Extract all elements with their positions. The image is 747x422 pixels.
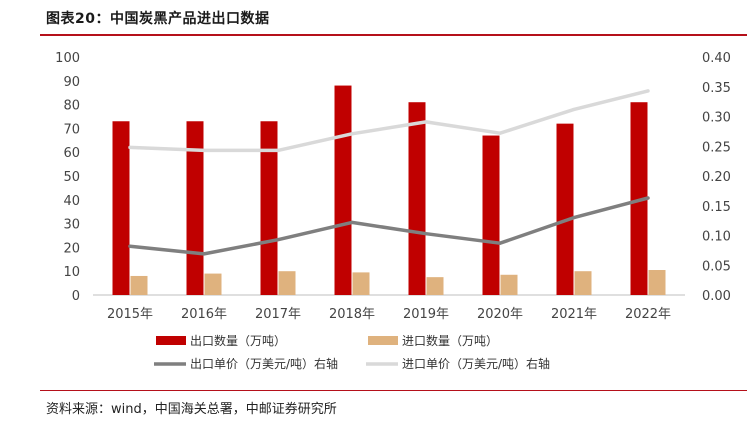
- point-import-unit-price: [202, 148, 206, 152]
- y-left-tick-label: 70: [63, 122, 80, 137]
- legend-swatch-bar: [368, 336, 398, 345]
- point-export-unit-price: [498, 241, 502, 245]
- y-left-tick-label: 0: [72, 289, 80, 304]
- point-import-unit-price: [276, 148, 280, 152]
- x-tick-label: 2018年: [329, 307, 375, 322]
- point-import-unit-price: [646, 89, 650, 93]
- bar-import-volume: [130, 275, 148, 295]
- point-export-unit-price: [572, 216, 576, 220]
- legend-label: 出口单价（万美元/吨）右轴: [190, 356, 338, 371]
- y-right-tick-label: 0.40: [702, 51, 731, 66]
- y-right-tick-label: 0.20: [702, 170, 731, 185]
- x-tick-label: 2016年: [181, 307, 227, 322]
- x-tick-label: 2022年: [625, 307, 671, 322]
- x-tick-label: 2021年: [551, 307, 597, 322]
- line-export-unit-price: [128, 196, 650, 256]
- x-tick-label: 2020年: [477, 307, 523, 322]
- bar-export-volume: [408, 102, 426, 295]
- y-right-tick-label: 0.30: [702, 111, 731, 126]
- legend-label: 进口数量（万吨）: [402, 333, 498, 348]
- legend-label: 进口单价（万美元/吨）右轴: [402, 356, 550, 371]
- source-divider: [40, 390, 747, 391]
- bar-import-volume: [278, 271, 296, 295]
- source-note: 资料来源：wind，中国海关总署，中邮证券研究所: [46, 402, 337, 417]
- bar-export-volume: [186, 121, 204, 295]
- point-export-unit-price: [128, 244, 132, 248]
- point-export-unit-price: [646, 196, 650, 200]
- title-divider: [40, 34, 747, 36]
- y-right-tick-label: 0.00: [702, 289, 731, 304]
- y-left-tick-label: 80: [63, 99, 80, 114]
- y-left-tick-label: 100: [55, 51, 80, 66]
- point-import-unit-price: [350, 132, 354, 136]
- bar-export-volume: [260, 121, 278, 295]
- y-left-tick-label: 60: [63, 146, 80, 161]
- point-export-unit-price: [350, 220, 354, 224]
- chart-canvas: 0 10 20 30 40 50 60 70 80 90 100 0.00 0.05 0.10 0.15 0.…: [55, 51, 731, 371]
- point-export-unit-price: [424, 232, 428, 236]
- point-import-unit-price: [572, 107, 576, 111]
- x-tick-label: 2017年: [255, 307, 301, 322]
- y-left-tick-label: 90: [63, 75, 80, 90]
- y-left-tick-label: 10: [63, 265, 80, 280]
- y-left-tick-label: 40: [63, 194, 80, 209]
- bar-export-volume: [334, 85, 352, 295]
- y-right-tick-label: 0.15: [702, 200, 731, 215]
- y-right-tick-label: 0.05: [702, 259, 731, 274]
- bar-import-volume: [648, 270, 666, 295]
- y-left-tick-label: 50: [63, 170, 80, 185]
- y-left-tick-label: 20: [63, 241, 80, 256]
- y-right-tick-label: 0.10: [702, 230, 731, 245]
- line-import-unit-price: [128, 89, 650, 153]
- bar-export-volume: [482, 135, 500, 295]
- point-import-unit-price: [128, 145, 132, 149]
- legend-label: 出口数量（万吨）: [190, 333, 286, 348]
- bar-import-volume: [204, 273, 222, 295]
- bar-import-volume: [500, 274, 518, 295]
- y-left-tick-label: 30: [63, 218, 80, 233]
- y-right-tick-label: 0.25: [702, 140, 731, 155]
- bar-import-volume: [574, 271, 592, 295]
- chart-title: 图表20：中国炭黑产品进出口数据: [46, 11, 270, 27]
- legend-swatch-bar: [156, 336, 186, 345]
- point-import-unit-price: [498, 131, 502, 135]
- point-export-unit-price: [202, 252, 206, 256]
- bar-import-volume: [426, 277, 444, 295]
- bar-export-volume: [556, 123, 574, 295]
- point-export-unit-price: [276, 238, 280, 242]
- point-import-unit-price: [424, 120, 428, 124]
- bar-export-volume: [112, 121, 130, 295]
- x-tick-label: 2019年: [403, 307, 449, 322]
- x-tick-label: 2015年: [107, 307, 153, 322]
- y-right-tick-label: 0.35: [702, 81, 731, 96]
- bar-import-volume: [352, 272, 370, 295]
